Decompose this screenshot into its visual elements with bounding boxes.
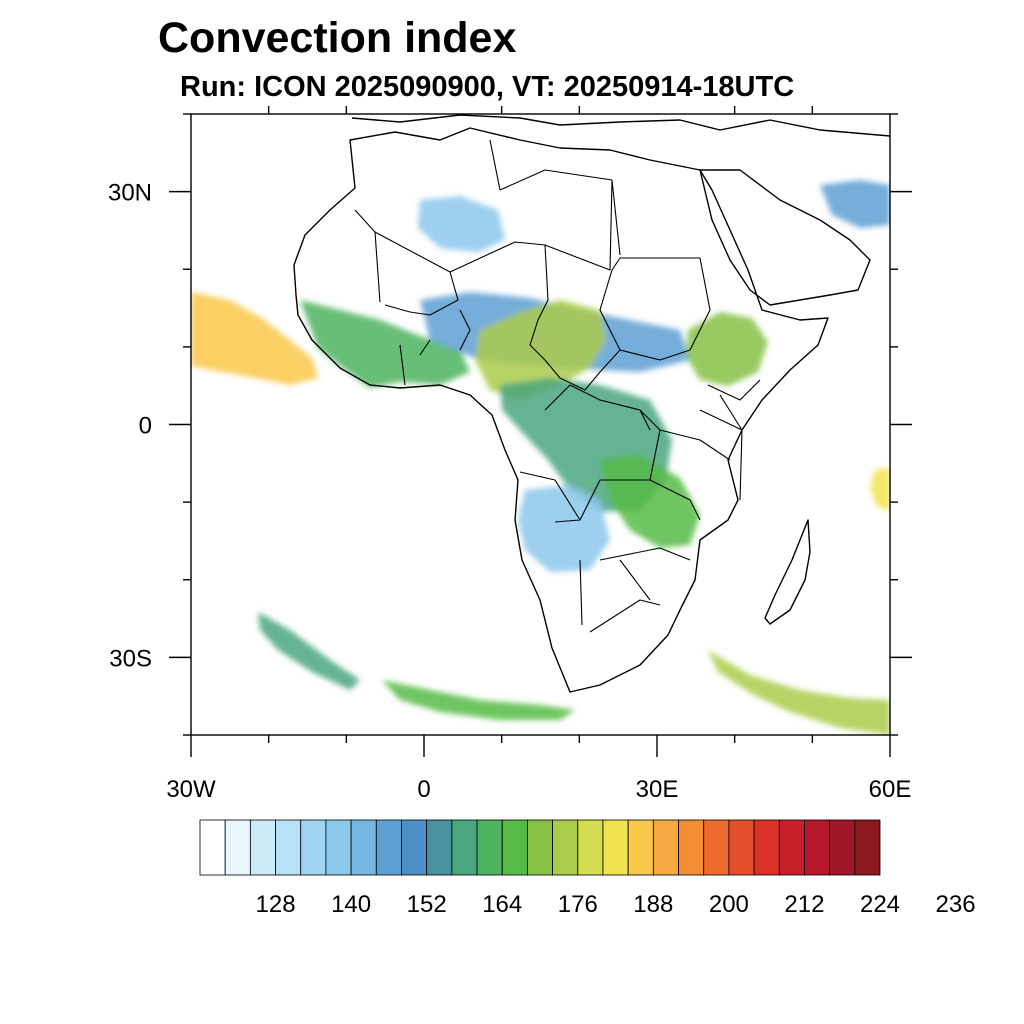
colorbar-label: 128 (256, 891, 296, 918)
colorbar-swatch (804, 819, 831, 876)
convection-area (686, 312, 768, 386)
colorbar-swatch (652, 819, 679, 876)
country-borders (354, 139, 761, 633)
axis-ticks (169, 106, 912, 757)
colorbar (199, 819, 881, 876)
colorbar-swatch (199, 819, 226, 876)
colorbar-swatch (627, 819, 654, 876)
convection-area (382, 680, 575, 720)
colorbar-swatch (451, 819, 478, 876)
convection-area (870, 468, 890, 512)
colorbar-swatch (275, 819, 302, 876)
colorbar-label: 236 (936, 891, 976, 918)
colorbar-swatch (375, 819, 402, 876)
axis-tick-labels: 30N 0 30S 30W 0 30E 60E (108, 180, 911, 803)
colorbar-swatch (300, 819, 327, 876)
convection-area (475, 300, 606, 400)
colorbar-label: 140 (331, 891, 371, 918)
colorbar-label: 164 (482, 891, 522, 918)
convection-area (191, 292, 318, 385)
lon-tick-label: 30E (636, 776, 679, 803)
colorbar-swatch (501, 819, 528, 876)
colorbar-label: 152 (407, 891, 447, 918)
colorbar-label: 224 (860, 891, 900, 918)
figure-subtitle: Run: ICON 2025090900, VT: 20250914-18UTC (180, 71, 795, 103)
colorbar-swatch (552, 819, 579, 876)
colorbar-label: 212 (784, 891, 824, 918)
convection-area (708, 650, 890, 735)
convection-area (418, 196, 505, 252)
coastlines-and-borders (293, 114, 890, 693)
colorbar-swatch (527, 819, 553, 876)
madagascar-coastline (764, 519, 811, 625)
colorbar-swatch (703, 819, 730, 876)
colorbar-label: 200 (709, 891, 749, 918)
mediterranean-north (351, 114, 890, 137)
colorbar-labels: 128 140 152 164 176 188 200 212 224 236 (256, 891, 976, 918)
convection-area (258, 612, 360, 690)
colorbar-swatch (249, 819, 276, 876)
colorbar-swatch (728, 819, 755, 876)
colorbar-label: 176 (558, 891, 598, 918)
convection-area (300, 300, 470, 388)
lat-tick-label: 0 (139, 413, 152, 440)
colorbar-swatch (854, 819, 881, 876)
lat-tick-label: 30S (109, 645, 152, 672)
convection-area (600, 455, 700, 548)
colorbar-swatch (325, 819, 352, 876)
lon-tick-label: 30W (166, 776, 216, 803)
colorbar-swatch (778, 819, 805, 876)
colorbar-swatch (426, 819, 453, 876)
convection-area (820, 180, 890, 228)
colorbar-label: 188 (633, 891, 673, 918)
colorbar-swatch (224, 819, 251, 876)
colorbar-swatch (350, 819, 377, 876)
colorbar-swatch (678, 819, 705, 876)
colorbar-swatch (577, 819, 604, 876)
arabia-coastline (699, 169, 871, 306)
lon-tick-label: 60E (869, 776, 912, 803)
colorbar-swatch (602, 819, 629, 876)
lat-tick-label: 30N (108, 180, 152, 207)
colorbar-swatch (753, 819, 780, 876)
colorbar-swatch (476, 819, 503, 876)
colorbar-swatch (401, 819, 428, 876)
convection-field (191, 180, 890, 735)
lon-tick-label: 0 (417, 776, 430, 803)
colorbar-swatch (829, 819, 856, 876)
figure-title: Convection index (158, 14, 517, 62)
